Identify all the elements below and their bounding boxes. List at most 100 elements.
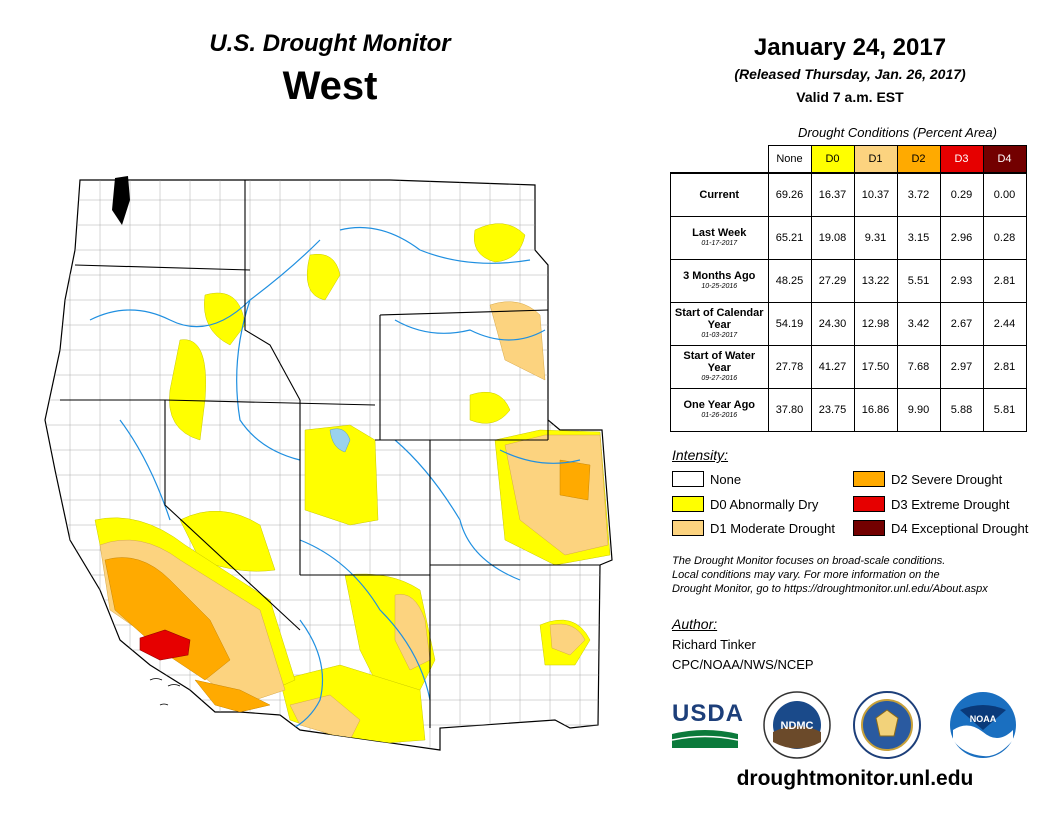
- row-title: Current: [699, 188, 740, 201]
- value-cell: 2.81: [982, 258, 1027, 303]
- row-date: 01-26-2016: [701, 412, 738, 419]
- value-cell: 48.25: [767, 258, 812, 303]
- value-cell: 3.72: [896, 172, 941, 217]
- value-cell: 13.22: [853, 258, 898, 303]
- great-salt-lake: [329, 428, 351, 453]
- usda-logo: USDA: [670, 700, 743, 750]
- legend-item-d2: D2 Severe Drought: [853, 471, 1002, 487]
- value-cell: 9.31: [853, 215, 898, 260]
- value-cell: 16.37: [810, 172, 855, 217]
- value-cell: 0.00: [982, 172, 1027, 217]
- author-org: CPC/NOAA/NWS/NCEP: [672, 657, 814, 672]
- row-label-calendar-year: Start of Calendar Year 01-03-2017: [670, 301, 769, 346]
- usda-field-icon: [672, 730, 738, 748]
- conditions-table: None D0 D1 D2 D3 D4 Current 69.26 16.37 …: [670, 145, 1027, 432]
- ndmc-logo-text: NDMC: [781, 720, 814, 732]
- state-borders: [60, 180, 600, 728]
- value-cell: 24.30: [810, 301, 855, 346]
- map-title: U.S. Drought Monitor: [209, 30, 451, 57]
- value-cell: 27.29: [810, 258, 855, 303]
- value-cell: 27.78: [767, 344, 812, 389]
- ndmc-logo: NDMC: [763, 691, 831, 759]
- row-label-last-week: Last Week 01-17-2017: [670, 215, 769, 260]
- row-date: 09-27-2016: [701, 375, 738, 382]
- monitor-note: The Drought Monitor focuses on broad-sca…: [672, 554, 1042, 596]
- row-title: Start of Water Year: [683, 350, 756, 374]
- legend-swatch: [853, 471, 885, 487]
- value-cell: 5.51: [896, 258, 941, 303]
- table-row: Current 69.26 16.37 10.37 3.72 0.29 0.00: [670, 172, 1027, 217]
- map-date: January 24, 2017: [753, 34, 947, 61]
- legend-title: Intensity:: [672, 447, 729, 463]
- legend-item-d3: D3 Extreme Drought: [853, 496, 1010, 512]
- value-cell: 0.28: [982, 215, 1027, 260]
- release-date: (Released Thursday, Jan. 26, 2017): [734, 66, 966, 82]
- legend-swatch: [672, 496, 704, 512]
- legend-swatch: [853, 496, 885, 512]
- value-cell: 65.21: [767, 215, 812, 260]
- drought-map: [44, 176, 613, 751]
- d3-areas: [139, 629, 191, 661]
- legend-swatch: [672, 471, 704, 487]
- value-cell: 5.81: [982, 387, 1027, 432]
- value-cell: 2.97: [939, 344, 984, 389]
- legend-label: D3 Extreme Drought: [891, 496, 1010, 512]
- puget-sound: [112, 176, 130, 225]
- d2-areas: [104, 459, 591, 713]
- col-header-d2: D2: [896, 145, 941, 174]
- table-corner: [671, 146, 769, 174]
- value-cell: 3.42: [896, 301, 941, 346]
- value-cell: 41.27: [810, 344, 855, 389]
- row-title: 3 Months Ago: [683, 270, 756, 282]
- author-title: Author:: [672, 616, 718, 632]
- row-label-3-months: 3 Months Ago 10-25-2016: [670, 258, 769, 303]
- value-cell: 69.26: [767, 172, 812, 217]
- value-cell: 9.90: [896, 387, 941, 432]
- legend-swatch: [672, 520, 704, 536]
- table-row: One Year Ago 01-26-2016 37.80 23.75 16.86…: [670, 387, 1027, 432]
- row-title: Start of Calendar Year: [674, 307, 764, 331]
- valid-time: Valid 7 a.m. EST: [796, 89, 904, 105]
- row-title: One Year Ago: [683, 399, 756, 411]
- value-cell: 17.50: [853, 344, 898, 389]
- value-cell: 2.81: [982, 344, 1027, 389]
- row-title: Last Week: [692, 227, 747, 239]
- value-cell: 19.08: [810, 215, 855, 260]
- note-line: Local conditions may vary. For more info…: [672, 569, 940, 581]
- value-cell: 23.75: [810, 387, 855, 432]
- value-cell: 37.80: [767, 387, 812, 432]
- row-label-current: Current: [670, 172, 769, 217]
- author-name: Richard Tinker: [672, 637, 756, 652]
- value-cell: 7.68: [896, 344, 941, 389]
- value-cell: 2.67: [939, 301, 984, 346]
- website-link[interactable]: droughtmonitor.unl.edu: [736, 767, 974, 790]
- table-row: Start of Water Year 09-27-2016 27.78 41.2…: [670, 344, 1027, 389]
- legend-item-d4: D4 Exceptional Drought: [853, 520, 1028, 536]
- col-header-none: None: [767, 145, 812, 174]
- value-cell: 54.19: [767, 301, 812, 346]
- legend-label: D2 Severe Drought: [891, 471, 1003, 487]
- legend-label: None: [710, 471, 742, 487]
- value-cell: 12.98: [853, 301, 898, 346]
- table-row: Start of Calendar Year 01-03-2017 54.19 2…: [670, 301, 1027, 346]
- legend-label: D4 Exceptional Drought: [891, 520, 1029, 536]
- noaa-logo: NOAA: [950, 692, 1016, 758]
- rivers: [89, 226, 581, 731]
- conditions-caption: Drought Conditions (Percent Area): [798, 125, 997, 140]
- value-cell: 2.96: [939, 215, 984, 260]
- value-cell: 5.88: [939, 387, 984, 432]
- table-row: 3 Months Ago 10-25-2016 48.25 27.29 13.22…: [670, 258, 1027, 303]
- usda-logo-text: USDA: [672, 700, 745, 727]
- value-cell: 10.37: [853, 172, 898, 217]
- row-label-water-year: Start of Water Year 09-27-2016: [670, 344, 769, 389]
- legend-label: D1 Moderate Drought: [710, 520, 836, 536]
- value-cell: 2.93: [939, 258, 984, 303]
- col-header-d4: D4: [982, 145, 1027, 174]
- note-line: Drought Monitor, go to https://droughtmo…: [672, 583, 988, 595]
- col-header-d0: D0: [810, 145, 855, 174]
- value-cell: 16.86: [853, 387, 898, 432]
- value-cell: 3.15: [896, 215, 941, 260]
- col-header-d3: D3: [939, 145, 984, 174]
- noaa-logo-text: NOAA: [970, 714, 997, 724]
- legend-swatch: [853, 520, 885, 536]
